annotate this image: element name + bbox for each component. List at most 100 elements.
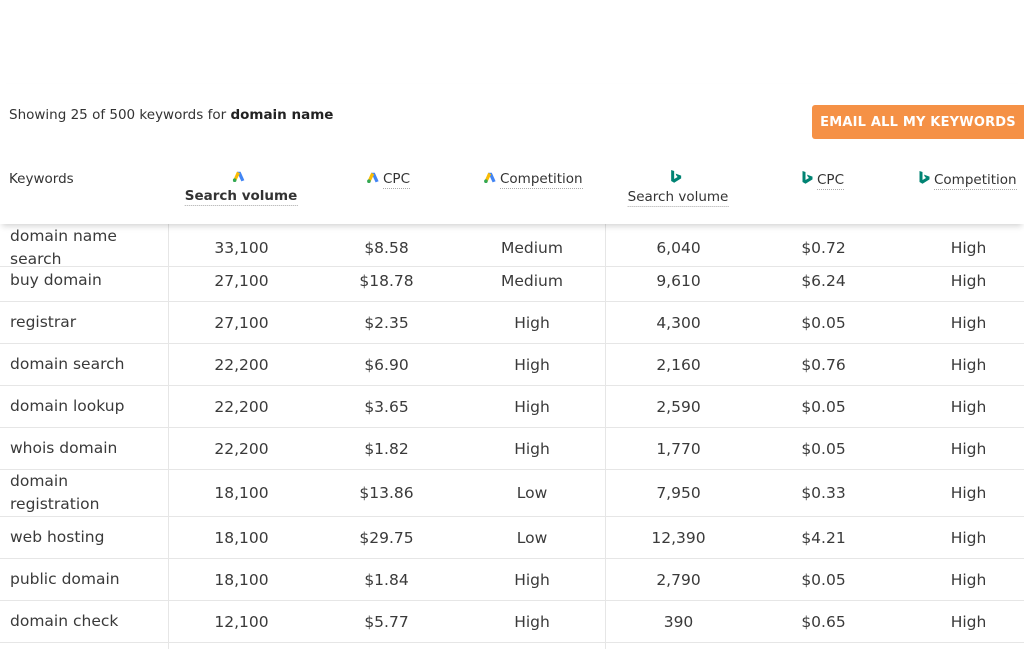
bing-cpc-cell: $0.05 xyxy=(801,397,846,416)
table-row[interactable]: web hosting 18,100 $29.75 Low 12,390 $4.… xyxy=(0,517,1024,559)
bing-cpc-cell: $0.33 xyxy=(801,484,846,502)
google-volume-cell: 18,100 xyxy=(214,484,269,502)
col-header-google-competition-label: Competition xyxy=(500,171,583,189)
bing-cpc-cell: $0.05 xyxy=(801,313,846,332)
google-cpc-cell: $29.75 xyxy=(359,528,414,547)
google-volume-cell: 27,100 xyxy=(214,271,269,290)
keyword-cell: domain search xyxy=(10,355,125,373)
bing-icon xyxy=(671,170,682,187)
col-header-google-search-volume[interactable]: Search volume xyxy=(184,170,298,206)
bing-cpc-cell: $6.24 xyxy=(801,271,846,290)
google-competition-cell: High xyxy=(514,612,550,631)
google-volume-cell: 22,200 xyxy=(214,439,269,458)
bing-competition-cell: High xyxy=(950,612,987,631)
table-row[interactable]: domain registration 18,100 $13.86 Low 7,… xyxy=(0,470,1024,517)
table-row[interactable]: registrar 27,100 $2.35 High 4,300 $0.05 … xyxy=(0,302,1024,344)
bing-icon xyxy=(919,171,930,188)
google-competition-cell: Low xyxy=(516,528,548,547)
bing-volume-cell: 6,040 xyxy=(656,239,701,257)
google-volume-cell: 18,100 xyxy=(214,570,269,589)
bing-volume-cell: 9,610 xyxy=(656,271,701,290)
bing-competition-cell: High xyxy=(950,439,987,458)
bing-volume-cell: 2,790 xyxy=(656,570,701,589)
google-ads-icon xyxy=(484,171,496,187)
google-volume-cell: 12,100 xyxy=(214,612,269,631)
bing-competition-cell: High xyxy=(950,239,987,257)
column-divider xyxy=(168,224,169,649)
keyword-cell: registrar xyxy=(10,313,77,331)
summary-query: domain name xyxy=(230,107,334,123)
google-cpc-cell: $1.82 xyxy=(364,439,409,458)
col-header-bing-search-volume[interactable]: Search volume xyxy=(627,170,729,207)
bing-competition-cell: High xyxy=(950,271,987,290)
keyword-cell: public domain xyxy=(10,570,120,588)
bing-volume-cell: 1,770 xyxy=(656,439,701,458)
bing-icon xyxy=(802,171,813,188)
google-volume-cell: 22,200 xyxy=(214,397,269,416)
keyword-cell: domain name search xyxy=(10,227,117,268)
col-header-bing-competition-label: Competition xyxy=(934,171,1017,190)
col-header-google-competition[interactable]: Competition xyxy=(484,171,583,189)
bing-cpc-cell: $0.72 xyxy=(801,239,846,257)
results-header: Showing 25 of 500 keywords for domain na… xyxy=(0,84,1024,224)
email-all-keywords-button[interactable]: EMAIL ALL MY KEYWORDS xyxy=(812,105,1024,139)
google-cpc-cell: $18.78 xyxy=(359,271,414,290)
google-competition-cell: Medium xyxy=(501,239,563,257)
bing-competition-cell: High xyxy=(950,570,987,589)
table-row[interactable]: domain check 12,100 $5.77 High 390 $0.65… xyxy=(0,601,1024,643)
google-volume-cell: 27,100 xyxy=(214,313,269,332)
keyword-cell: whois domain xyxy=(10,439,118,457)
google-competition-cell: High xyxy=(514,355,550,374)
bing-competition-cell: High xyxy=(950,313,987,332)
results-summary: Showing 25 of 500 keywords for domain na… xyxy=(9,107,333,123)
google-competition-cell: Low xyxy=(516,484,548,502)
col-header-keywords[interactable]: Keywords xyxy=(9,171,74,187)
col-header-google-search-volume-label: Search volume xyxy=(184,188,298,206)
summary-prefix: Showing 25 of 500 keywords for xyxy=(9,107,227,123)
google-cpc-cell: $5.77 xyxy=(364,612,409,631)
google-ads-icon xyxy=(367,171,379,187)
keyword-cell: domain lookup xyxy=(10,397,125,415)
google-volume-cell: 33,100 xyxy=(214,239,269,257)
col-header-keywords-label: Keywords xyxy=(9,171,74,187)
table-row[interactable]: buy domain 27,100 $18.78 Medium 9,610 $6… xyxy=(0,260,1024,302)
google-cpc-cell: $13.86 xyxy=(359,484,414,502)
col-header-google-cpc[interactable]: CPC xyxy=(367,171,410,189)
table-row[interactable]: public domain 18,100 $1.84 High 2,790 $0… xyxy=(0,559,1024,601)
col-header-bing-competition[interactable]: Competition xyxy=(919,171,1017,190)
table-row[interactable]: domain lookup 22,200 $3.65 High 2,590 $0… xyxy=(0,386,1024,428)
google-cpc-cell: $8.58 xyxy=(364,239,409,257)
table-row[interactable]: domain name search 33,100 $8.58 Medium 6… xyxy=(0,224,1024,268)
bing-volume-cell: 4,300 xyxy=(656,313,701,332)
google-competition-cell: High xyxy=(514,570,550,589)
bing-volume-cell: 2,160 xyxy=(656,355,701,374)
keyword-cell: domain check xyxy=(10,612,119,630)
bing-competition-cell: High xyxy=(950,484,987,502)
bing-cpc-cell: $0.65 xyxy=(801,612,846,631)
keyword-cell: domain registration xyxy=(10,472,100,513)
bing-competition-cell: High xyxy=(950,355,987,374)
bing-volume-cell: 12,390 xyxy=(651,528,706,547)
table-row[interactable]: whois domain 22,200 $1.82 High 1,770 $0.… xyxy=(0,428,1024,470)
col-header-google-cpc-label: CPC xyxy=(383,171,410,189)
bing-competition-cell: High xyxy=(950,397,987,416)
google-ads-icon xyxy=(233,170,245,186)
bing-volume-cell: 390 xyxy=(663,612,694,631)
google-cpc-cell: $2.35 xyxy=(364,313,409,332)
bing-volume-cell: 7,950 xyxy=(656,484,701,502)
bing-competition-cell: High xyxy=(950,528,987,547)
bing-volume-cell: 2,590 xyxy=(656,397,701,416)
table-row[interactable]: domain search 22,200 $6.90 High 2,160 $0… xyxy=(0,344,1024,386)
keyword-cell: web hosting xyxy=(10,528,105,546)
keyword-cell: buy domain xyxy=(10,271,102,289)
google-competition-cell: High xyxy=(514,397,550,416)
col-header-bing-cpc[interactable]: CPC xyxy=(802,171,844,190)
google-competition-cell: High xyxy=(514,439,550,458)
google-cpc-cell: $1.84 xyxy=(364,570,409,589)
bing-cpc-cell: $0.05 xyxy=(801,439,846,458)
google-competition-cell: Medium xyxy=(501,271,563,290)
top-blank-area xyxy=(0,0,1024,85)
google-competition-cell: High xyxy=(514,313,550,332)
col-header-bing-cpc-label: CPC xyxy=(817,171,844,190)
bing-cpc-cell: $0.76 xyxy=(801,355,846,374)
